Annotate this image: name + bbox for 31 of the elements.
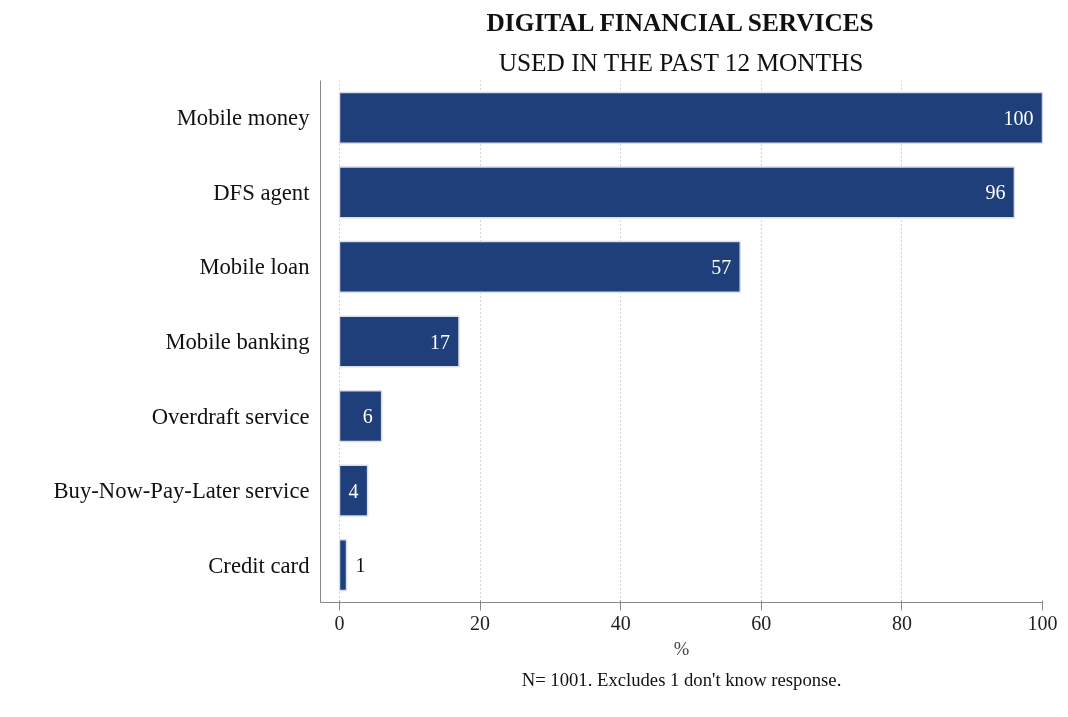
data-label: 96 <box>985 181 1006 204</box>
text: N= 1001. Excludes 1 don't know response. <box>521 668 842 690</box>
y-tick-label: Mobile money <box>176 105 311 131</box>
data-label: 4 <box>348 479 359 502</box>
y-tick-label: DFS agent <box>213 179 311 205</box>
bar <box>338 389 383 443</box>
x-axis-title: % <box>673 637 690 659</box>
data-label: 100 <box>1003 106 1034 129</box>
y-tick-label: Buy-Now-Pay-Later service <box>53 478 310 504</box>
x-tick-label: 40 <box>610 611 631 634</box>
bar <box>338 91 1043 144</box>
bar <box>338 539 348 592</box>
bar <box>338 464 369 517</box>
y-tick-label: Credit card <box>208 552 311 578</box>
y-tick-label: Mobile banking <box>165 329 310 354</box>
data-label: 6 <box>362 405 373 428</box>
x-tick-label: 80 <box>891 611 912 634</box>
data-label: 17 <box>429 330 450 353</box>
y-tick-label: Overdraft service <box>151 403 310 429</box>
bar <box>338 240 741 294</box>
chart-title: DIGITAL FINANCIAL SERVICES <box>486 7 874 36</box>
y-tick-label: Mobile loan <box>199 254 310 280</box>
x-tick-label: 0 <box>334 611 345 634</box>
bar <box>338 315 460 368</box>
x-tick-label: 60 <box>751 611 772 634</box>
chart-subtitle: USED IN THE PAST 12 MONTHS <box>498 47 864 76</box>
bar <box>338 166 1016 219</box>
x-tick-label: 20 <box>470 611 491 634</box>
data-label: 1 <box>355 554 366 577</box>
data-label: 57 <box>711 255 732 278</box>
x-tick-label: 100 <box>1027 611 1058 634</box>
